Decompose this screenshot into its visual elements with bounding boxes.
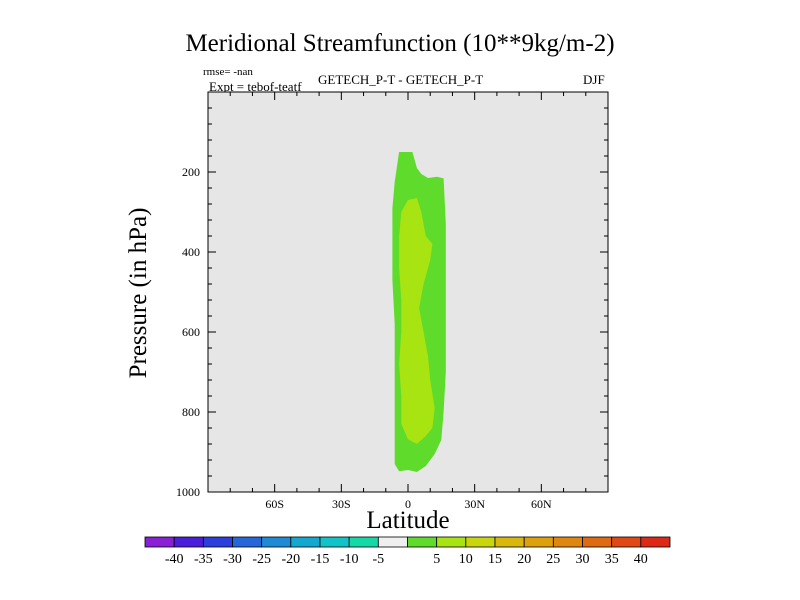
colorbar-swatch <box>436 536 467 548</box>
colorbar-swatch <box>552 536 583 548</box>
colorbar-label: 40 <box>634 552 648 567</box>
colorbar-swatch <box>319 536 350 548</box>
colorbar-label: -15 <box>311 552 330 567</box>
colorbar-swatch <box>232 536 263 548</box>
colorbar-label: -5 <box>372 552 384 567</box>
colorbar-swatch <box>144 536 175 548</box>
colorbar-swatch <box>582 536 613 548</box>
x-tick-label: 60S <box>265 497 284 511</box>
x-tick-label: 60N <box>531 497 552 511</box>
colorbar-swatch <box>494 536 525 548</box>
colorbar-label: -35 <box>194 552 213 567</box>
x-tick-label: 30S <box>332 497 351 511</box>
colorbar-label: 20 <box>517 552 531 567</box>
y-tick-label: 600 <box>182 325 200 339</box>
colorbar-label: 15 <box>488 552 502 567</box>
colorbar-swatch <box>377 536 408 548</box>
colorbar-label: -30 <box>223 552 242 567</box>
y-tick-label: 400 <box>182 245 200 259</box>
colorbar-swatch <box>202 536 233 548</box>
colorbar-swatch <box>173 536 204 548</box>
colorbar-label: 35 <box>605 552 619 567</box>
colorbar-label: 10 <box>459 552 473 567</box>
colorbar: -40 -35 -30 -25 -20 -15 -10 -5 5 10 15 20 25 30 35 40 <box>144 536 671 567</box>
y-tick-label: 200 <box>182 165 200 179</box>
colorbar-swatch <box>465 536 496 548</box>
dataset-label: GETECH_P-T - GETECH_P-T <box>318 72 484 87</box>
colorbar-swatch <box>640 536 671 548</box>
colorbar-swatch <box>611 536 642 548</box>
colorbar-label: -25 <box>252 552 271 567</box>
contour-region-2 <box>399 198 435 444</box>
colorbar-label: -40 <box>165 552 184 567</box>
chart-title: Meridional Streamfunction (10**9kg/m-2) <box>185 30 615 57</box>
colorbar-label: 25 <box>546 552 560 567</box>
colorbar-label: 5 <box>433 552 440 567</box>
colorbar-label: -10 <box>340 552 359 567</box>
experiment-label: Expt = tebof-teatf <box>209 79 302 94</box>
x-tick-label: 0 <box>405 497 411 511</box>
y-tick-label: 1000 <box>176 485 200 499</box>
colorbar-swatch <box>407 536 438 548</box>
colorbar-label: -20 <box>281 552 300 567</box>
x-tick-label: 30N <box>464 497 485 511</box>
y-tick-label: 800 <box>182 405 200 419</box>
colorbar-swatch <box>290 536 321 548</box>
season-label: DJF <box>583 72 605 87</box>
colorbar-swatch <box>348 536 379 548</box>
colorbar-label: 30 <box>576 552 590 567</box>
colorbar-swatch <box>261 536 292 548</box>
colorbar-swatch <box>523 536 554 548</box>
plot-frame <box>207 91 609 493</box>
x-axis-label: Latitude <box>366 507 450 534</box>
rmse-label: rmse= -nan <box>203 66 253 78</box>
